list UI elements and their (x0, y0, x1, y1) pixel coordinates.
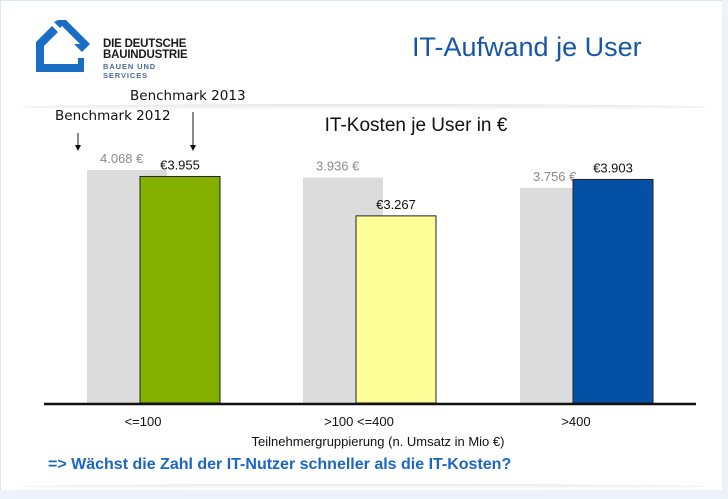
bar-2012-label-2: 3.756 € (533, 169, 577, 184)
bar-2013-0 (139, 175, 221, 404)
bar-2013-label-2: €3.903 (593, 160, 633, 175)
house-outline-icon (36, 20, 90, 72)
benchmark-2012-label: Benchmark 2012 (55, 108, 171, 124)
bar-2013-label-0: €3.955 (160, 157, 200, 172)
bar-2013-1 (355, 215, 437, 404)
benchmark-2013-arrowhead (190, 145, 196, 151)
company-logo: DIE DEUTSCHE BAUINDUSTRIE BAUEN UND SERV… (34, 18, 194, 80)
logo-text-line1: DIE DEUTSCHE (103, 38, 187, 50)
x-axis-label: Teilnehmergruppierung (n. Umsatz in Mio … (252, 434, 505, 449)
logo-text-line2: BAUINDUSTRIE (103, 49, 188, 61)
benchmark-2012-arrowhead (75, 145, 81, 151)
bar-2012-label-1: 3.936 € (316, 159, 360, 174)
footer-divider-shadow (20, 484, 710, 489)
header-divider-shadow (20, 104, 710, 110)
key-question: => Wächst die Zahl der IT-Nutzer schnell… (48, 456, 512, 473)
bar-2013-2 (572, 178, 654, 404)
benchmark-2013-label: Benchmark 2013 (130, 88, 246, 104)
slide-border-right (722, 0, 728, 499)
bars-group: 4.068 € €3.955 3.936 € €3.267 3.756 € €3.903 (87, 151, 654, 404)
bar-2013-label-1: €3.267 (376, 197, 416, 212)
x-tick-labels: <=100 >100 <=400 >400 (125, 414, 591, 429)
slide-title: IT-Aufwand je User (412, 32, 642, 62)
x-tick-label-2: >400 (561, 414, 590, 429)
x-tick-label-0: <=100 (125, 414, 162, 429)
bar-2012-label-0: 4.068 € (100, 151, 144, 166)
chart-title: IT-Kosten je User in € (325, 115, 508, 136)
logo-tagline: BAUEN UND SERVICES (103, 62, 157, 80)
slide-border-bottom (0, 490, 728, 499)
x-tick-label-1: >100 <=400 (324, 414, 394, 429)
